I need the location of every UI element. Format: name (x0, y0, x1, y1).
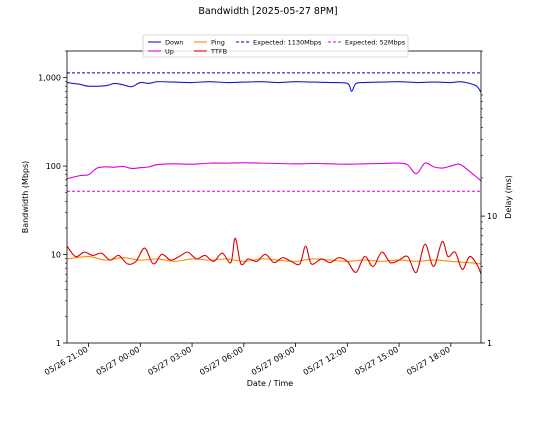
x-tick-label: 05/26 21:00 (43, 345, 90, 377)
x-tick-label: 05/27 12:00 (302, 345, 349, 377)
legend-label: Down (165, 39, 183, 47)
y-right-tick-label: 1 (487, 339, 492, 348)
legend-label: Up (165, 48, 174, 56)
x-axis-label: Date / Time (247, 379, 294, 388)
y-right-tick-label: 10 (487, 212, 497, 221)
x-tick-label: 05/27 06:00 (198, 345, 245, 377)
y-axis-label-left: Bandwidth (Mbps) (21, 161, 30, 234)
legend-box (142, 34, 409, 58)
y-left-tick-label: 100 (46, 162, 61, 171)
x-tick-label: 05/27 15:00 (353, 345, 400, 377)
x-tick-label: 05/27 00:00 (95, 345, 142, 377)
legend-label: Ping (211, 39, 225, 47)
series-line-up (66, 162, 482, 182)
plot-frame (66, 50, 482, 344)
y-axis-label-right: Delay (ms) (504, 175, 513, 219)
y-left-tick-label: 1 (56, 339, 61, 348)
legend-label: TTFB (210, 48, 227, 56)
x-tick-label: 05/27 18:00 (405, 345, 452, 377)
series-line-down (66, 81, 482, 93)
chart-title: Bandwidth [2025-05-27 8PM] (198, 6, 337, 17)
series-line-ttfb (66, 237, 482, 275)
x-tick-label: 05/27 09:00 (250, 345, 297, 377)
legend-label: Expected: 52Mbps (345, 39, 406, 47)
y-left-tick-label: 1,000 (38, 74, 61, 83)
legend-label: Expected: 1130Mbps (253, 39, 322, 47)
y-left-tick-label: 10 (51, 251, 61, 260)
x-tick-label: 05/27 03:00 (146, 345, 193, 377)
